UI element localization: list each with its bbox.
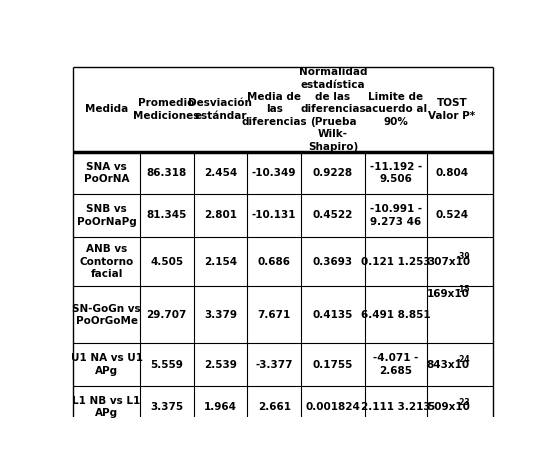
Text: -10.131: -10.131 xyxy=(252,211,296,220)
Text: -10.991 -
9.273 46: -10.991 - 9.273 46 xyxy=(370,204,422,227)
Text: -23: -23 xyxy=(457,398,471,407)
Text: Limite de
acuerdo al
90%: Limite de acuerdo al 90% xyxy=(365,92,427,127)
Text: 1.964: 1.964 xyxy=(204,402,237,412)
Text: 2.454: 2.454 xyxy=(204,168,237,178)
Text: Normalidad
estadística
de las
diferencias
(Prueba
Wilk-
Shapiro): Normalidad estadística de las diferencia… xyxy=(299,67,367,152)
Text: -10.349: -10.349 xyxy=(252,168,296,178)
Text: 307x10: 307x10 xyxy=(427,256,470,267)
Text: 7.671: 7.671 xyxy=(258,310,291,320)
Text: 29.707: 29.707 xyxy=(147,310,187,320)
Text: -24: -24 xyxy=(457,355,471,364)
Text: 0.686: 0.686 xyxy=(258,256,291,267)
Text: 2.801: 2.801 xyxy=(204,211,237,220)
Text: 2.661: 2.661 xyxy=(258,402,291,412)
Text: 0.001824: 0.001824 xyxy=(306,402,361,412)
Text: 6.491 8.851: 6.491 8.851 xyxy=(361,310,431,320)
Text: 2.111 3.213: 2.111 3.213 xyxy=(361,402,431,412)
Text: L1 NB vs L1
APg: L1 NB vs L1 APg xyxy=(72,396,140,418)
Text: 0.4522: 0.4522 xyxy=(313,211,353,220)
Text: -11.192 -
9.506: -11.192 - 9.506 xyxy=(370,162,422,184)
Text: 0.121 1.253: 0.121 1.253 xyxy=(361,256,431,267)
Text: Desviación
estándar: Desviación estándar xyxy=(189,98,252,121)
Text: -3.377: -3.377 xyxy=(255,359,293,370)
Text: 3.375: 3.375 xyxy=(150,402,183,412)
Text: -39: -39 xyxy=(457,252,471,261)
Text: 0.4135: 0.4135 xyxy=(313,310,353,320)
Text: 86.318: 86.318 xyxy=(147,168,187,178)
Text: TOST
Valor P*: TOST Valor P* xyxy=(428,98,476,121)
Text: 81.345: 81.345 xyxy=(147,211,187,220)
Text: 2.539: 2.539 xyxy=(204,359,237,370)
Text: 0.9228: 0.9228 xyxy=(313,168,353,178)
Text: 169x10: 169x10 xyxy=(427,289,470,300)
Text: -15: -15 xyxy=(457,285,471,294)
Text: 0.804: 0.804 xyxy=(435,168,468,178)
Text: SNA vs
PoOrNA: SNA vs PoOrNA xyxy=(84,162,129,184)
Text: 0.3693: 0.3693 xyxy=(313,256,353,267)
Text: 0.1755: 0.1755 xyxy=(313,359,353,370)
Text: -4.071 -
2.685: -4.071 - 2.685 xyxy=(373,353,419,376)
Text: 509x10: 509x10 xyxy=(427,402,470,412)
Text: 0.524: 0.524 xyxy=(435,211,468,220)
Text: 4.505: 4.505 xyxy=(150,256,183,267)
Text: 2.154: 2.154 xyxy=(204,256,237,267)
Text: SNB vs
PoOrNaPg: SNB vs PoOrNaPg xyxy=(77,204,137,227)
Text: 5.559: 5.559 xyxy=(150,359,183,370)
Text: 3.379: 3.379 xyxy=(204,310,237,320)
Text: SN-GoGn vs
PoOrGoMe: SN-GoGn vs PoOrGoMe xyxy=(72,304,141,326)
Text: U1 NA vs U1
APg: U1 NA vs U1 APg xyxy=(71,353,143,376)
Text: Media de
las
diferencias: Media de las diferencias xyxy=(241,92,307,127)
Text: ANB vs
Contorno
facial: ANB vs Contorno facial xyxy=(80,244,134,279)
Text: Promedio
Mediciones: Promedio Mediciones xyxy=(133,98,200,121)
Text: Medida: Medida xyxy=(85,104,128,114)
Text: 843x10: 843x10 xyxy=(427,359,470,370)
